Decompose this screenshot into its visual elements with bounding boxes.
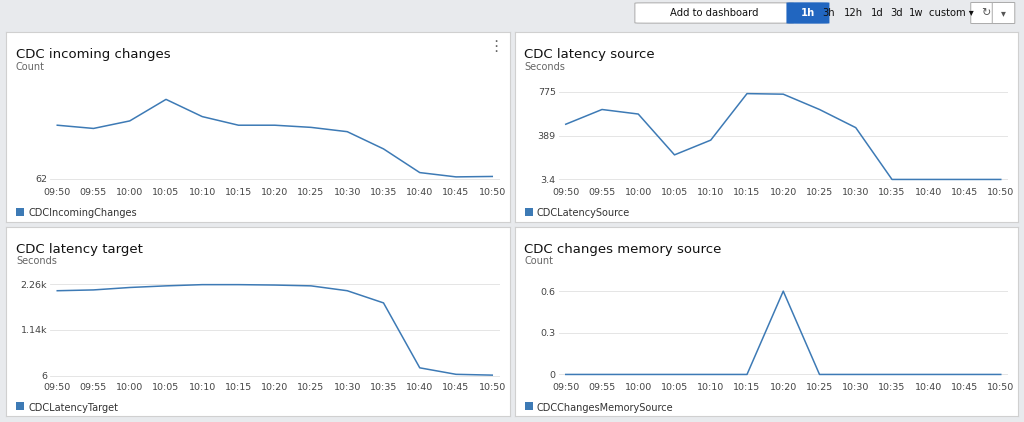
Text: Count: Count	[524, 257, 554, 267]
Text: Seconds: Seconds	[16, 257, 57, 267]
Text: CDC latency source: CDC latency source	[524, 48, 655, 61]
FancyBboxPatch shape	[786, 3, 829, 24]
FancyBboxPatch shape	[635, 3, 794, 23]
Text: 12h: 12h	[844, 8, 863, 18]
Text: Count: Count	[16, 62, 45, 72]
Text: 1w: 1w	[909, 8, 924, 18]
Text: CDCLatencyTarget: CDCLatencyTarget	[29, 403, 119, 413]
Text: CDCChangesMemorySource: CDCChangesMemorySource	[537, 403, 674, 413]
FancyBboxPatch shape	[992, 3, 1015, 24]
Text: ▾: ▾	[1001, 8, 1006, 18]
Text: CDCLatencySource: CDCLatencySource	[537, 208, 630, 219]
Text: Seconds: Seconds	[524, 62, 565, 72]
Text: CDC latency target: CDC latency target	[16, 243, 143, 255]
Text: CDC changes memory source: CDC changes memory source	[524, 243, 722, 255]
Text: ↻: ↻	[981, 8, 990, 18]
Text: 1h: 1h	[801, 8, 815, 18]
Text: ⋮: ⋮	[487, 38, 503, 54]
Text: custom ▾: custom ▾	[929, 8, 974, 18]
Text: 1d: 1d	[870, 8, 883, 18]
Text: CDCIncomingChanges: CDCIncomingChanges	[29, 208, 137, 219]
Text: CDC incoming changes: CDC incoming changes	[16, 48, 171, 61]
Text: 3h: 3h	[822, 8, 835, 18]
FancyBboxPatch shape	[971, 3, 1000, 24]
Text: Add to dashboard: Add to dashboard	[670, 8, 759, 18]
Text: 3d: 3d	[890, 8, 902, 18]
